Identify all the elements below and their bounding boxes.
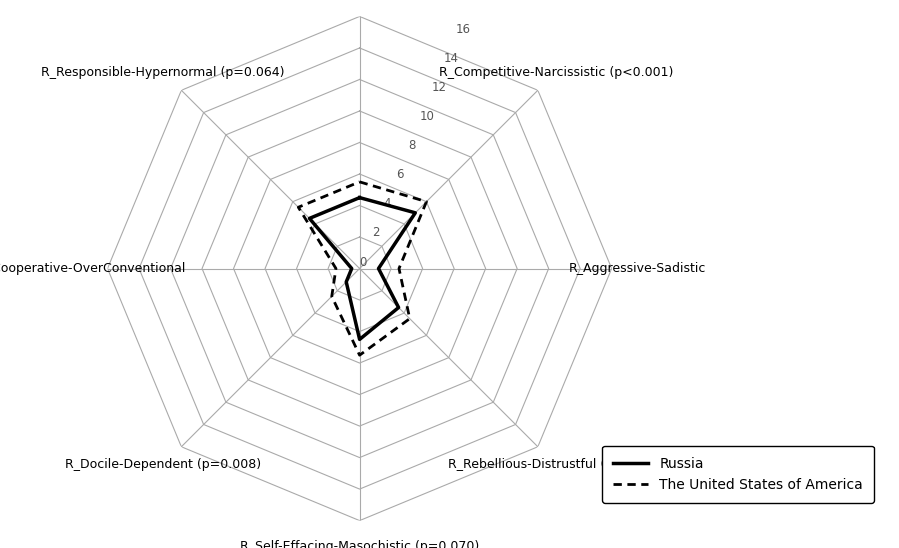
- Legend: Russia, The United States of America: Russia, The United States of America: [602, 446, 874, 503]
